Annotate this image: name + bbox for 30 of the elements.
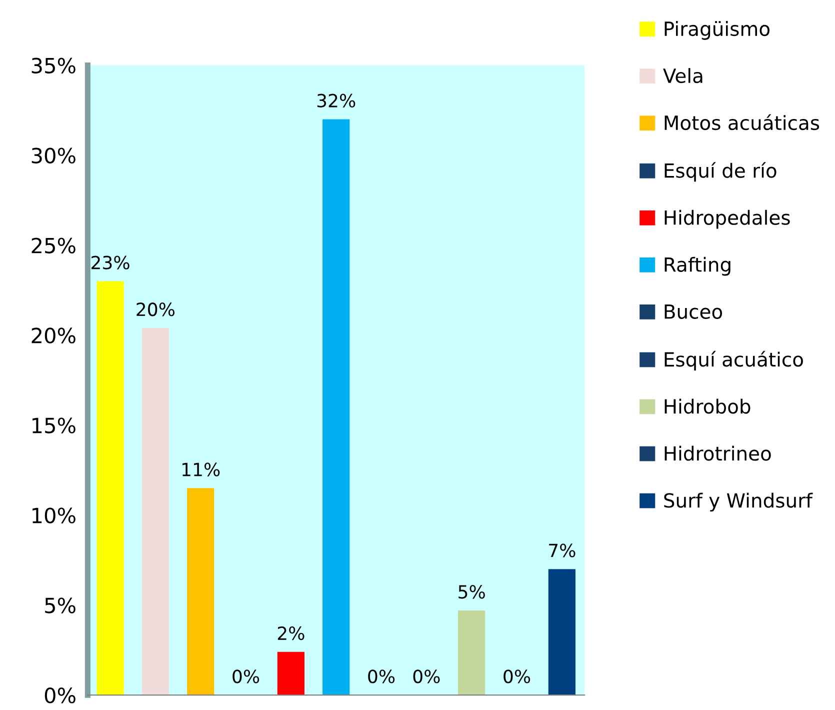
y-tick-label: 10% <box>32 508 76 524</box>
legend-label: Hidrobob <box>664 398 750 414</box>
data-label: 0% <box>232 670 260 684</box>
legend-label: Hidropedales <box>664 210 790 229</box>
y-tick-label: 20% <box>32 328 76 344</box>
y-tick-label: 0% <box>44 688 76 704</box>
y-tick-label: 30% <box>32 148 76 164</box>
y-tick-label: 5% <box>45 598 76 614</box>
data-label: 0% <box>368 670 395 684</box>
legend-label: Hidrotrineo <box>664 446 771 461</box>
data-label: 23% <box>92 256 130 270</box>
legend-label: Rafting <box>664 256 730 276</box>
legend-label: Esquí de río <box>664 162 776 182</box>
legend-label: Vela <box>663 68 702 84</box>
legend-label: Surf y Windsurf <box>664 492 813 512</box>
data-label: 7% <box>549 544 576 558</box>
data-label: 32% <box>317 94 356 108</box>
data-label: 11% <box>182 462 220 476</box>
data-label: 20% <box>136 302 174 316</box>
y-tick-label: 15% <box>32 418 76 434</box>
legend-label: Piragüismo <box>664 21 770 40</box>
legend-label: Esquí acuático <box>664 350 803 371</box>
data-label: 0% <box>504 670 530 684</box>
data-label: 0% <box>413 670 440 684</box>
legend-label: Buceo <box>664 304 722 319</box>
y-tick-label: 25% <box>32 238 76 254</box>
legend-label: Motos acuáticas <box>664 114 820 130</box>
data-label: 2% <box>278 626 304 640</box>
data-label: 5% <box>458 585 485 599</box>
y-tick-label: 35% <box>32 58 76 74</box>
